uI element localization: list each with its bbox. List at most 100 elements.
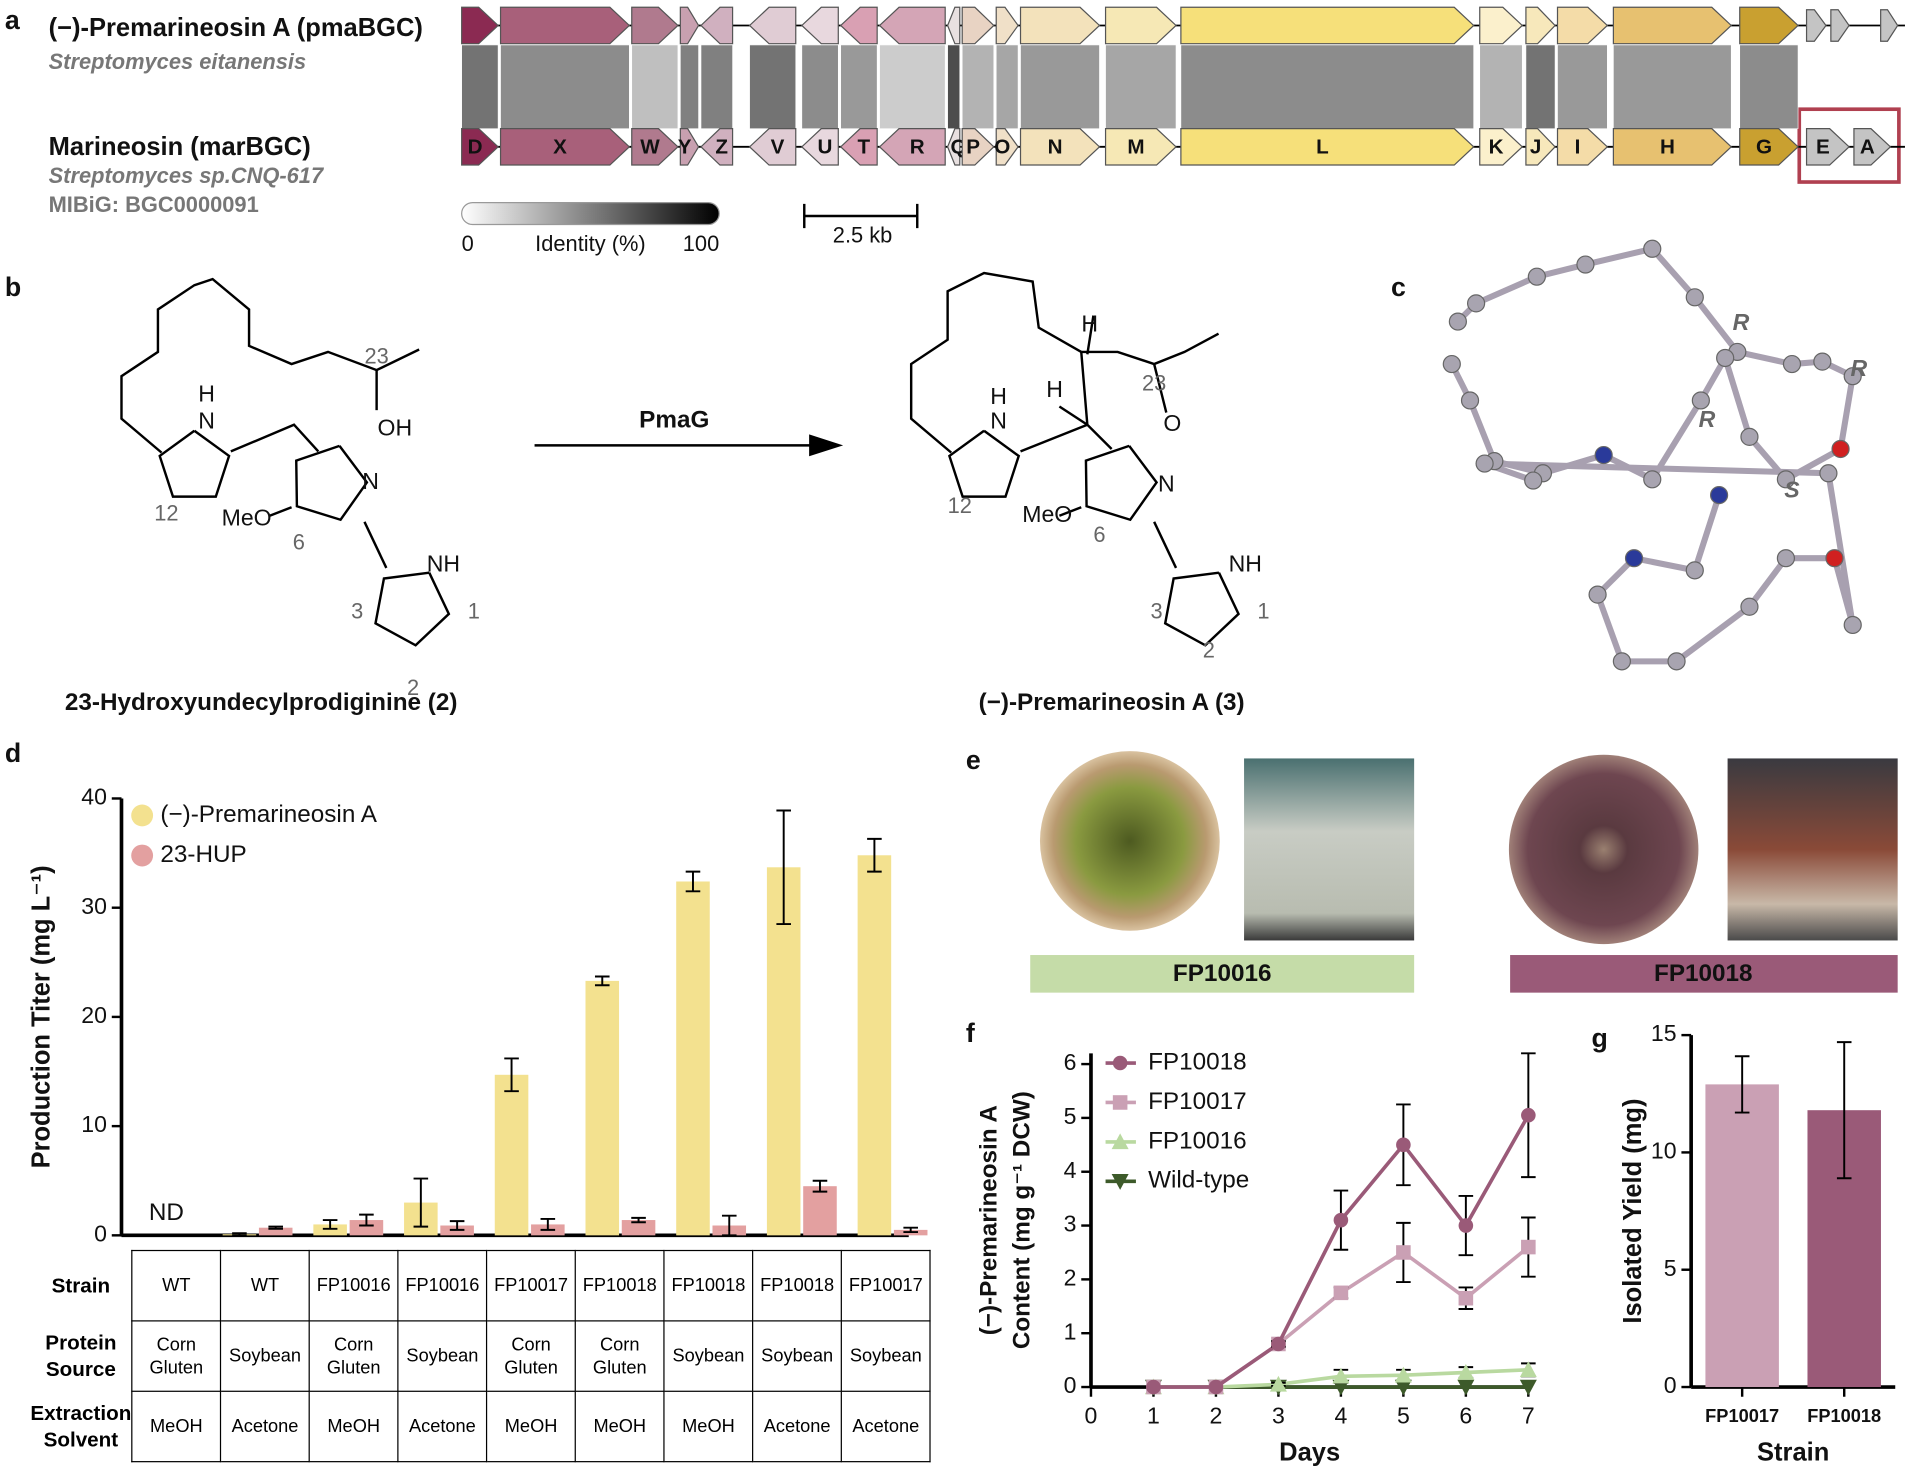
y-tick-label: 5: [1664, 1255, 1677, 1281]
legend-label: 23-HUP: [160, 841, 246, 868]
bar: [494, 1074, 529, 1236]
identity-link: [500, 44, 630, 129]
legend-label: FP10016: [1148, 1127, 1247, 1154]
table-cell: Soybean: [397, 1320, 488, 1392]
atom-label: 1: [468, 599, 480, 624]
gene-arrow: [1739, 6, 1799, 45]
bar: [313, 1224, 347, 1236]
atom-label: MeO: [1022, 501, 1072, 527]
atom-label: 6: [1093, 522, 1105, 547]
atom-label: H: [1081, 310, 1098, 336]
bond: [1080, 351, 1113, 450]
marker: [1333, 1285, 1349, 1301]
gene-arrow: [700, 6, 734, 45]
marker: [1146, 1379, 1161, 1395]
gene-arrow: [878, 128, 946, 166]
atom-label: N: [362, 468, 379, 494]
atom-ball: [1612, 652, 1632, 671]
marker: [1521, 1239, 1536, 1255]
table-cell: WT: [131, 1249, 222, 1322]
x-tick-label: 1: [1147, 1402, 1160, 1428]
error-bar: [812, 1179, 828, 1193]
gene-arrow: [1880, 9, 1899, 42]
identity-link: [1613, 44, 1732, 129]
table-cell: Soybean: [752, 1320, 843, 1392]
y-tick-label: 6: [1064, 1049, 1077, 1075]
error-bar: [685, 870, 701, 893]
bar: [349, 1220, 384, 1236]
error-bar: [359, 1213, 374, 1227]
legend-label: Wild-type: [1148, 1167, 1249, 1194]
gene-label: P: [966, 136, 980, 159]
table-cell: FP10018: [752, 1249, 843, 1322]
gene-arrow: [946, 128, 961, 166]
bond: [363, 521, 388, 569]
compound-name: (−)-Premarineosin A (3): [979, 689, 1245, 716]
ring: [158, 429, 231, 498]
y-tick-label: 0: [1664, 1372, 1677, 1398]
table-cell: Soybean: [663, 1320, 754, 1392]
table-cell: Acetone: [840, 1390, 931, 1463]
atom-label: H: [1046, 376, 1063, 402]
bond: [1152, 363, 1168, 413]
table-cell: FP10018: [663, 1249, 754, 1322]
error-bar: [631, 1216, 646, 1224]
atom-ball: [1776, 470, 1796, 489]
gene-label: G: [1756, 136, 1772, 159]
atom-ball: [1740, 427, 1759, 446]
atom-label: MeO: [222, 504, 272, 530]
marker: [1394, 1366, 1412, 1383]
identity-link: [840, 44, 878, 129]
error-bar: [867, 837, 882, 873]
table-cell: Corn Gluten: [574, 1320, 665, 1392]
x-tick-label: FP10018: [1807, 1406, 1881, 1426]
y-tick-label: 30: [81, 893, 107, 919]
atom-ball: [1782, 354, 1802, 374]
gene-arrow: [1180, 6, 1475, 45]
error-bar: [776, 809, 791, 926]
table-cell: Soybean: [220, 1320, 310, 1392]
stereo-label: R: [1733, 309, 1750, 335]
gene-label: Y: [678, 136, 692, 159]
atom-ball: [1740, 597, 1759, 616]
bond: [230, 423, 320, 453]
identity-link: [749, 44, 797, 129]
bar: [766, 867, 801, 1236]
ring: [1084, 444, 1159, 522]
gene-label: H: [1660, 136, 1675, 159]
identity-link: [995, 44, 1019, 129]
flask-photo: [1727, 758, 1898, 941]
panel-letter: a: [5, 5, 21, 35]
x-tick-label: 6: [1459, 1402, 1472, 1428]
y-axis-label: Production Titer (mg L⁻¹): [27, 865, 55, 1168]
cluster-organism: Streptomyces sp.CNQ-617: [49, 163, 324, 188]
atom-label: N: [198, 407, 215, 433]
panel-letter: e: [966, 745, 981, 775]
marker: [1112, 1095, 1128, 1110]
x-tick-label: 0: [1085, 1402, 1098, 1428]
gene-arrow: [800, 128, 839, 166]
gene-arrow: [1525, 6, 1556, 45]
bar: [857, 855, 892, 1236]
ring: [374, 571, 451, 647]
scale-label: 2.5 kb: [833, 222, 893, 247]
highlight-box: [1797, 107, 1901, 184]
atom-ball: [1709, 486, 1729, 505]
gene-arrow: [1525, 128, 1556, 166]
y-tick-label: 0: [94, 1220, 107, 1246]
gene-label: X: [553, 136, 567, 159]
panel-letter: c: [1391, 272, 1406, 302]
strain-label: FP10016: [1173, 960, 1272, 987]
bond-stick: [1584, 245, 1653, 268]
x-tick-label: FP10017: [1705, 1406, 1779, 1426]
error-bar: [322, 1219, 338, 1230]
gene-label: D: [468, 136, 483, 159]
atom-label: 3: [1151, 599, 1163, 624]
gene-label: O: [994, 136, 1010, 159]
table-cell: FP10017: [840, 1249, 931, 1322]
table-cell: Soybean: [840, 1320, 931, 1392]
bond: [269, 506, 293, 517]
identity-link: [947, 44, 961, 129]
atom-label: N: [1158, 471, 1175, 497]
